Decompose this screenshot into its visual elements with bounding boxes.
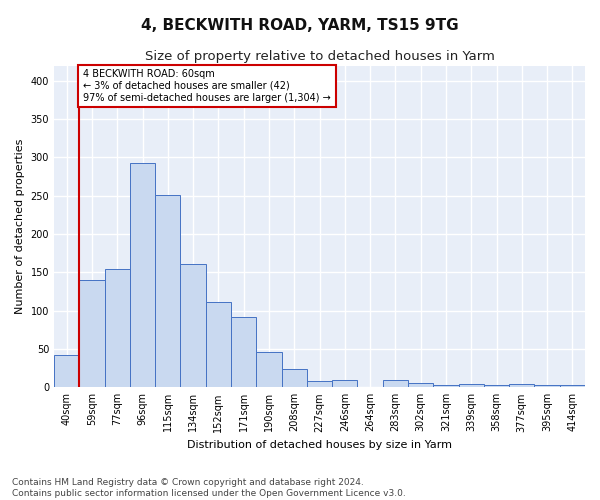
- Bar: [104, 268, 130, 388]
- Bar: [155, 195, 181, 388]
- Bar: [54, 355, 79, 388]
- Bar: [458, 384, 484, 388]
- X-axis label: Distribution of detached houses by size in Yarm: Distribution of detached houses by size …: [187, 440, 452, 450]
- Bar: [509, 384, 535, 388]
- Bar: [560, 385, 585, 388]
- Y-axis label: Number of detached properties: Number of detached properties: [15, 138, 25, 314]
- Bar: [332, 380, 358, 388]
- Bar: [535, 385, 560, 388]
- Bar: [79, 280, 104, 388]
- Bar: [484, 385, 509, 388]
- Bar: [307, 381, 332, 388]
- Bar: [433, 385, 458, 388]
- Text: Contains HM Land Registry data © Crown copyright and database right 2024.
Contai: Contains HM Land Registry data © Crown c…: [12, 478, 406, 498]
- Text: 4 BECKWITH ROAD: 60sqm
← 3% of detached houses are smaller (42)
97% of semi-deta: 4 BECKWITH ROAD: 60sqm ← 3% of detached …: [83, 70, 331, 102]
- Bar: [130, 163, 155, 388]
- Text: 4, BECKWITH ROAD, YARM, TS15 9TG: 4, BECKWITH ROAD, YARM, TS15 9TG: [141, 18, 459, 32]
- Bar: [256, 352, 281, 388]
- Bar: [408, 384, 433, 388]
- Bar: [281, 369, 307, 388]
- Title: Size of property relative to detached houses in Yarm: Size of property relative to detached ho…: [145, 50, 494, 63]
- Bar: [383, 380, 408, 388]
- Bar: [181, 264, 206, 388]
- Bar: [231, 317, 256, 388]
- Bar: [206, 302, 231, 388]
